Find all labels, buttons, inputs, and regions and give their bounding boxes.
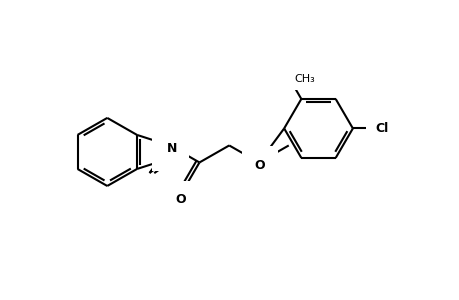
Text: Cl: Cl	[375, 122, 388, 135]
Text: CH₃: CH₃	[294, 74, 314, 84]
Text: N: N	[166, 142, 176, 155]
Text: N: N	[164, 145, 174, 158]
Text: O: O	[254, 159, 265, 172]
Text: O: O	[174, 193, 185, 206]
